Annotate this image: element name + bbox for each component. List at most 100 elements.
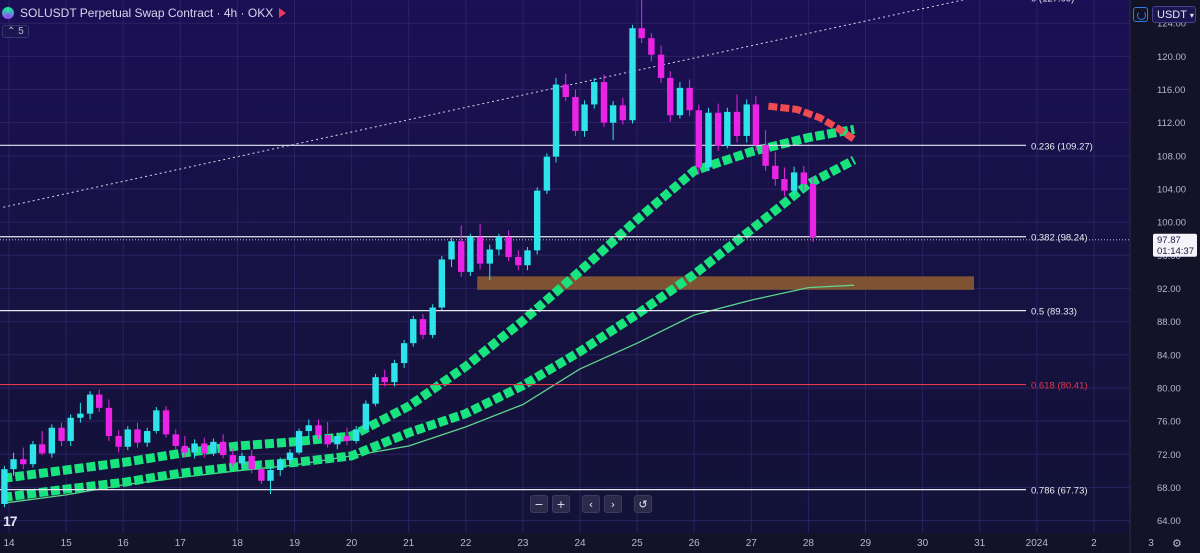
time-tick-label: 20 <box>346 538 358 549</box>
price-tick-label: 84.00 <box>1157 350 1181 361</box>
candle-body <box>201 443 208 454</box>
candle-body <box>58 427 65 441</box>
time-tick-label: 26 <box>689 538 701 549</box>
candle-body <box>96 394 103 408</box>
candle-body <box>552 84 560 157</box>
candle-body <box>77 413 84 418</box>
candle-body <box>714 112 722 146</box>
price-tick-label: 100.00 <box>1157 218 1186 229</box>
candle-body <box>676 87 684 116</box>
support-zone <box>477 276 974 290</box>
reset-button[interactable]: ↺ <box>634 495 652 513</box>
fib-label-0: 0 (127.09) <box>1031 0 1074 5</box>
candle-body <box>324 435 331 445</box>
zoom-out-button[interactable]: − <box>530 495 548 513</box>
candle-body <box>105 407 113 437</box>
candle-body <box>381 377 388 383</box>
time-tick-label: 29 <box>860 538 872 549</box>
candle-body <box>609 105 617 123</box>
candle-body <box>752 104 760 146</box>
chart-title[interactable]: SOLUSDT Perpetual Swap Contract · 4h · O… <box>20 6 274 20</box>
scroll-right-button[interactable]: › <box>604 495 622 513</box>
last-price-badge <box>1153 233 1197 257</box>
candle-body <box>315 425 322 436</box>
tradingview-logo-icon[interactable]: 17 <box>3 513 18 529</box>
time-tick-label: 16 <box>118 538 130 549</box>
candle-body <box>20 459 27 465</box>
candle-body <box>600 82 608 123</box>
candle-body <box>67 417 74 441</box>
ribbon-lower <box>2 156 857 502</box>
candle-body <box>29 444 37 465</box>
price-tick-label: 80.00 <box>1157 383 1181 394</box>
candle-body <box>533 190 541 251</box>
time-tick-label: 24 <box>574 538 586 549</box>
fib-label-0.382: 0.382 (98.24) <box>1031 233 1088 244</box>
fib-label-0.5: 0.5 (89.33) <box>1031 307 1077 318</box>
time-tick-label: 25 <box>632 538 644 549</box>
chart-navigation: − + ‹ › ↺ <box>530 495 652 513</box>
candle-body <box>238 455 246 464</box>
time-tick-label: 21 <box>403 538 415 549</box>
candle-body <box>352 429 360 441</box>
candle-body <box>372 377 379 404</box>
zoom-in-button[interactable]: + <box>552 495 570 513</box>
time-tick-label: 22 <box>460 538 472 549</box>
indicator-count: 5 <box>18 26 24 37</box>
price-tick-label: 88.00 <box>1157 317 1181 328</box>
ribbon-red <box>767 102 857 143</box>
price-tick-label: 104.00 <box>1157 184 1186 195</box>
time-tick-label: 17 <box>175 538 187 549</box>
time-tick-label: 3 <box>1148 538 1154 549</box>
time-tick-label: 19 <box>289 538 301 549</box>
indicators-toggle[interactable]: ⌃ 5 <box>2 25 29 38</box>
candle-body <box>638 28 645 39</box>
candle-body <box>705 112 712 168</box>
candle-body <box>657 54 665 78</box>
sync-icon[interactable] <box>1133 7 1148 22</box>
candle-body <box>800 172 808 185</box>
price-axis <box>1130 0 1200 553</box>
candle-body <box>162 410 170 435</box>
price-tick-label: 124.00 <box>1157 19 1186 30</box>
candle-body <box>476 237 484 264</box>
price-tick-label: 112.00 <box>1157 118 1185 129</box>
candle-body <box>10 459 17 470</box>
candle-body <box>277 460 284 471</box>
gear-icon[interactable]: ⚙ <box>1172 537 1182 550</box>
candle-body <box>267 470 274 481</box>
candle-body <box>648 38 655 55</box>
candle-body <box>619 105 627 121</box>
candle-body <box>172 434 179 446</box>
price-tick-label: 76.00 <box>1157 417 1181 428</box>
candle-body <box>1 469 8 504</box>
time-tick-label: 30 <box>917 538 929 549</box>
candle-body <box>505 237 512 257</box>
candle-body <box>258 469 265 481</box>
flag-icon[interactable] <box>279 8 287 18</box>
candle-body <box>115 436 122 447</box>
candle-body <box>362 403 370 430</box>
candle-body <box>515 256 522 266</box>
scroll-left-button[interactable]: ‹ <box>582 495 600 513</box>
candle-body <box>724 111 731 146</box>
candle-body <box>219 441 227 456</box>
candle-body <box>400 343 408 364</box>
price-tick-label: 120.00 <box>1157 52 1186 63</box>
candle-body <box>391 363 398 383</box>
time-tick-label: 18 <box>232 538 244 549</box>
candle-body <box>438 259 446 308</box>
candle-body <box>229 455 237 464</box>
candle-body <box>248 455 255 470</box>
time-tick-label: 31 <box>974 538 986 549</box>
candle-body <box>419 319 427 335</box>
currency-label: USDT <box>1157 9 1187 21</box>
candle-body <box>562 84 569 97</box>
candle-body <box>495 237 503 250</box>
candle-body <box>86 394 94 414</box>
candle-body <box>210 441 217 454</box>
candle-body <box>48 427 56 454</box>
currency-button[interactable]: USDT ▾ <box>1152 6 1196 23</box>
price-tick-label: 68.00 <box>1157 483 1181 494</box>
